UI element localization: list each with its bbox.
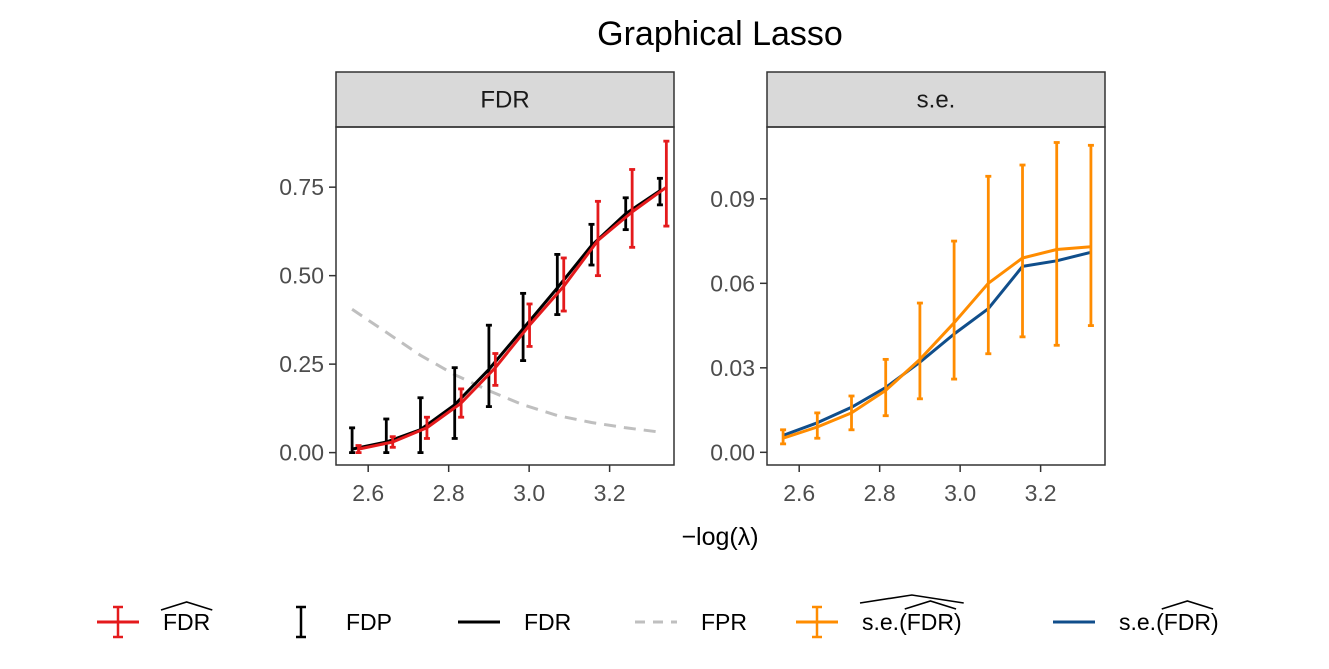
- legend-label: FDP: [346, 609, 392, 635]
- errorbar-fdp: [485, 323, 492, 409]
- legend-label-open: (: [1156, 609, 1164, 635]
- panel-border: [766, 126, 1106, 466]
- strip-box: [335, 71, 675, 128]
- legend-label-inner: FDR: [1164, 609, 1211, 635]
- series-line-s-e-fdr: [782, 250, 1092, 437]
- legend-label: FPR: [701, 609, 747, 635]
- errorbar-fdr-estimate: [629, 168, 636, 249]
- panel-border: [335, 126, 675, 466]
- errorbar-fdr-estimate: [560, 256, 567, 313]
- errorbar-s-e-fdr-estimate: [1019, 163, 1026, 339]
- legend-item: s.e.(FDR): [1053, 600, 1219, 635]
- x-axis-title: −log(λ): [681, 523, 758, 551]
- series-fdr: [351, 189, 661, 451]
- x-tick-label: 2.8: [433, 480, 465, 506]
- y-tick-label: 0.75: [279, 174, 324, 200]
- legend-label-open: (: [899, 609, 907, 635]
- series-line-fpr: [351, 308, 661, 434]
- errorbar-fdr-estimate: [458, 387, 465, 419]
- x-tick-label: 3.0: [513, 480, 545, 506]
- legend-label-inner: FDR: [907, 609, 954, 635]
- hat-mark: [859, 594, 964, 604]
- series-s-e-fdr: [782, 250, 1092, 437]
- errorbar-s-e-fdr-estimate: [848, 394, 855, 432]
- legend-item: s.e.(FDR): [796, 594, 964, 639]
- series-s-e-fdr-estimate: [780, 141, 1094, 446]
- x-tick-label: 2.8: [864, 480, 896, 506]
- y-tick-label: 0.03: [710, 355, 755, 381]
- y-tick-label: 0.50: [279, 263, 324, 289]
- errorbar-s-e-fdr-estimate: [1087, 143, 1094, 327]
- chart-title: Graphical Lasso: [597, 15, 843, 53]
- x-tick-label: 3.0: [944, 480, 976, 506]
- errorbar-s-e-fdr-estimate: [780, 428, 787, 446]
- errorbar-fdr-estimate: [663, 139, 670, 228]
- panel-fdr: FDR 2.6 2.8 3.0 3.2 0.00 0.25 0.50 0.75: [279, 71, 675, 506]
- panel-se: s.e. 2.6 2.8 3.0 3.2 0.00 0.03 0.06 0.09: [710, 71, 1106, 506]
- series-line-fdr: [351, 189, 661, 451]
- hat-mark: [160, 601, 213, 611]
- errorbar-fdr-estimate: [594, 199, 601, 278]
- errorbar-fdp: [417, 396, 424, 455]
- errorbar-fdr-estimate: [355, 444, 362, 455]
- y-tick-label: 0.06: [710, 270, 755, 296]
- y-tick-label: 0.25: [279, 351, 324, 377]
- errorbar-fdp: [383, 417, 390, 455]
- errorbar-fdp: [588, 222, 595, 267]
- legend-item: FDP: [296, 605, 392, 639]
- series-fdr-estimate: [355, 139, 670, 455]
- errorbar-fdr-estimate: [526, 302, 533, 348]
- errorbar-s-e-fdr-estimate: [916, 301, 923, 401]
- errorbar-s-e-fdr-estimate: [985, 174, 992, 356]
- y-tick-label: 0.09: [710, 186, 755, 212]
- errorbar-fdr-estimate: [423, 415, 430, 440]
- errorbar-s-e-fdr-estimate: [1053, 141, 1060, 347]
- legend-label: FDR: [163, 609, 210, 635]
- errorbar-fdp: [349, 426, 356, 455]
- legend: FDR FDP FDR FPR s.e.(FDR) s.e.(FDR): [97, 594, 1219, 639]
- strip-label: FDR: [480, 87, 529, 114]
- strip-box: [766, 71, 1106, 128]
- series-line-s-e-fdr-estimate: [782, 245, 1092, 440]
- errorbar-fdp: [520, 291, 527, 362]
- x-tick-label: 3.2: [594, 480, 626, 506]
- errorbar-s-e-fdr-estimate: [951, 239, 958, 381]
- legend-label: FDR: [524, 609, 571, 635]
- legend-item: FPR: [635, 609, 747, 635]
- hat-mark: [1161, 600, 1214, 610]
- errorbar-fdr-estimate: [389, 435, 396, 449]
- legend-label: s.e.(FDR): [1119, 609, 1219, 635]
- errorbar-fdr-estimate: [492, 352, 499, 387]
- legend-label-close: ): [1211, 609, 1219, 635]
- errorbar-s-e-fdr-estimate: [882, 357, 889, 418]
- legend-item: FDR: [458, 609, 571, 635]
- y-tick-label: 0.00: [279, 440, 324, 466]
- series-fdp: [349, 176, 663, 455]
- legend-item: FDR: [97, 601, 213, 639]
- legend-label-prefix: s.e.: [1119, 609, 1156, 635]
- strip-label: s.e.: [917, 87, 956, 114]
- series-line-fdr-estimate: [358, 185, 668, 451]
- x-tick-label: 2.6: [783, 480, 815, 506]
- x-tick-label: 2.6: [352, 480, 384, 506]
- y-tick-label: 0.00: [710, 439, 755, 465]
- hat-mark: [904, 600, 957, 610]
- x-tick-label: 3.2: [1025, 480, 1057, 506]
- legend-label: s.e.(FDR): [862, 609, 962, 635]
- plot-area: [349, 139, 670, 455]
- series-fpr: [351, 308, 661, 434]
- errorbar-fdp: [622, 196, 629, 232]
- errorbar-fdp: [451, 366, 458, 440]
- panels: FDR 2.6 2.8 3.0 3.2 0.00 0.25 0.50 0.75 s.e. 2.6 2.…: [279, 71, 1106, 506]
- errorbar-s-e-fdr-estimate: [814, 411, 821, 440]
- legend-label-close: ): [954, 609, 962, 635]
- plot-area: [780, 141, 1094, 446]
- legend-label-prefix: s.e.: [862, 609, 899, 635]
- errorbar-fdp: [554, 253, 561, 316]
